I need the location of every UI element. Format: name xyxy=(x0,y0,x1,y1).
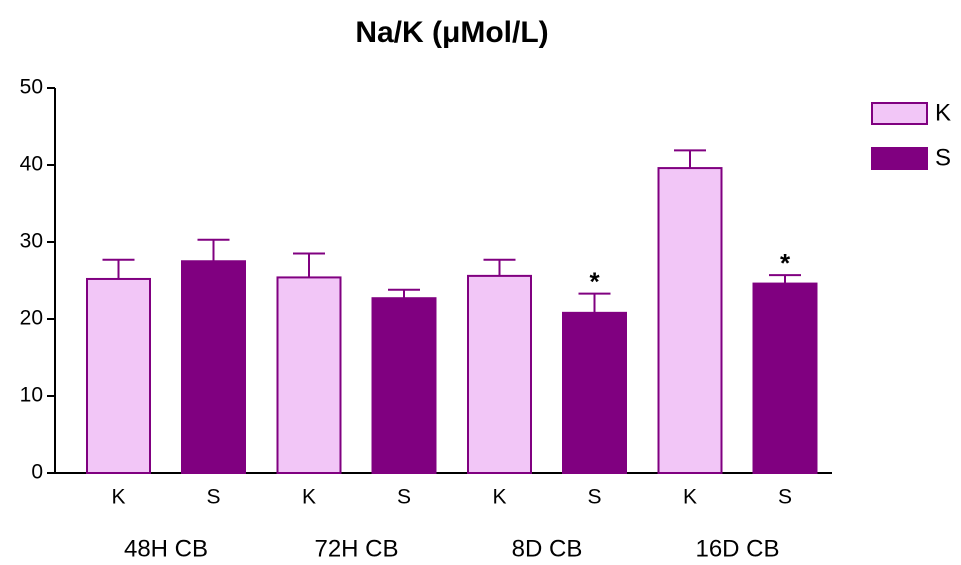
group-label: 72H CB xyxy=(314,535,398,562)
legend-swatch xyxy=(871,102,928,125)
y-tick-label: 20 xyxy=(20,307,43,330)
x-tick-label: K xyxy=(683,486,697,509)
bar xyxy=(181,260,246,474)
bar xyxy=(562,311,627,474)
x-tick-label: K xyxy=(302,486,316,509)
x-tick-label: S xyxy=(206,486,220,509)
y-tick-label: 0 xyxy=(31,461,43,484)
x-tick-label: K xyxy=(111,486,125,509)
chart-title: Na/K (μMol/L) xyxy=(355,16,548,49)
bar xyxy=(467,274,532,474)
significance-mark: * xyxy=(589,266,600,296)
x-tick-label: S xyxy=(587,486,601,509)
legend-label: K xyxy=(935,99,951,126)
y-tick-label: 30 xyxy=(20,230,43,253)
legend-swatch xyxy=(871,147,928,170)
bar xyxy=(752,282,818,474)
y-tick-label: 40 xyxy=(20,153,43,176)
x-tick-label: S xyxy=(397,486,411,509)
bar xyxy=(371,297,437,474)
group-label: 16D CB xyxy=(695,535,779,562)
bar xyxy=(657,167,723,475)
bar xyxy=(86,277,151,474)
legend-label: S xyxy=(935,144,951,171)
y-tick-label: 10 xyxy=(20,384,43,407)
group-label: 8D CB xyxy=(512,535,583,562)
x-tick-label: S xyxy=(778,486,792,509)
y-tick-label: 50 xyxy=(20,76,43,99)
bar xyxy=(276,276,342,475)
significance-mark: * xyxy=(780,248,791,278)
group-label: 48H CB xyxy=(124,535,208,562)
x-tick-label: K xyxy=(492,486,506,509)
